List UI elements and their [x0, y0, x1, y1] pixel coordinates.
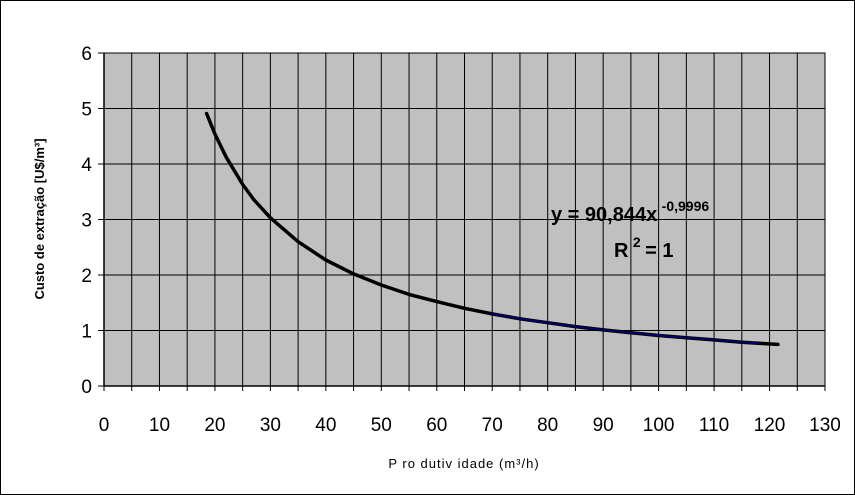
- x-tick-label: 110: [699, 415, 729, 436]
- x-tick-label: 130: [809, 415, 841, 436]
- x-tick-label: 30: [260, 415, 281, 436]
- y-tick-label: 5: [81, 100, 92, 121]
- x-tick-label: 20: [204, 415, 225, 436]
- equation-base: y = 90,844x: [551, 204, 657, 226]
- y-tick-label: 2: [81, 266, 92, 287]
- tick-labels: 0 10 20 30 40 50 60 70 80 90 100 110 120 130 0 1 2 3 4 5 6: [81, 44, 840, 436]
- x-tick-label: 10: [149, 415, 170, 436]
- x-tick-label: 0: [99, 415, 110, 436]
- y-tick-label: 0: [81, 377, 92, 398]
- trendline: [491, 313, 760, 345]
- r-squared: R 2 = 1: [614, 234, 674, 262]
- y-tick-label: 4: [81, 155, 92, 176]
- r2-exponent: 2: [633, 234, 641, 250]
- x-tick-label: 40: [315, 415, 336, 436]
- equation-exponent: -0,9996: [662, 198, 710, 214]
- r2-value: = 1: [645, 240, 673, 262]
- x-tick-label: 50: [371, 415, 392, 436]
- y-tick-label: 6: [81, 44, 92, 65]
- trendline-equation: y = 90,844x -0,9996: [551, 198, 709, 226]
- y-tick-label: 1: [81, 322, 92, 343]
- x-tick-label: 90: [593, 415, 614, 436]
- y-axis-title: Custo de extração [U$/m³]: [32, 138, 47, 299]
- x-tick-label: 100: [643, 415, 675, 436]
- grid-lines: [104, 53, 825, 386]
- r2-base: R: [614, 240, 629, 262]
- x-tick-label: 70: [482, 415, 503, 436]
- x-tick-label: 120: [754, 415, 786, 436]
- data-series: [204, 111, 780, 347]
- x-tick-label: 60: [426, 415, 447, 436]
- x-tick-label: 80: [537, 415, 558, 436]
- y-tick-label: 3: [81, 211, 92, 232]
- axes: [98, 52, 826, 391]
- x-axis-title: P ro dutiv idade (m³/h): [388, 456, 539, 471]
